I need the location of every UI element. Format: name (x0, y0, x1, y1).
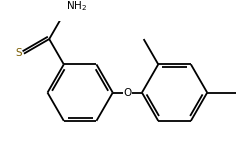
Text: NH$_2$: NH$_2$ (66, 0, 87, 13)
Text: O: O (123, 88, 132, 98)
Text: S: S (15, 48, 22, 58)
